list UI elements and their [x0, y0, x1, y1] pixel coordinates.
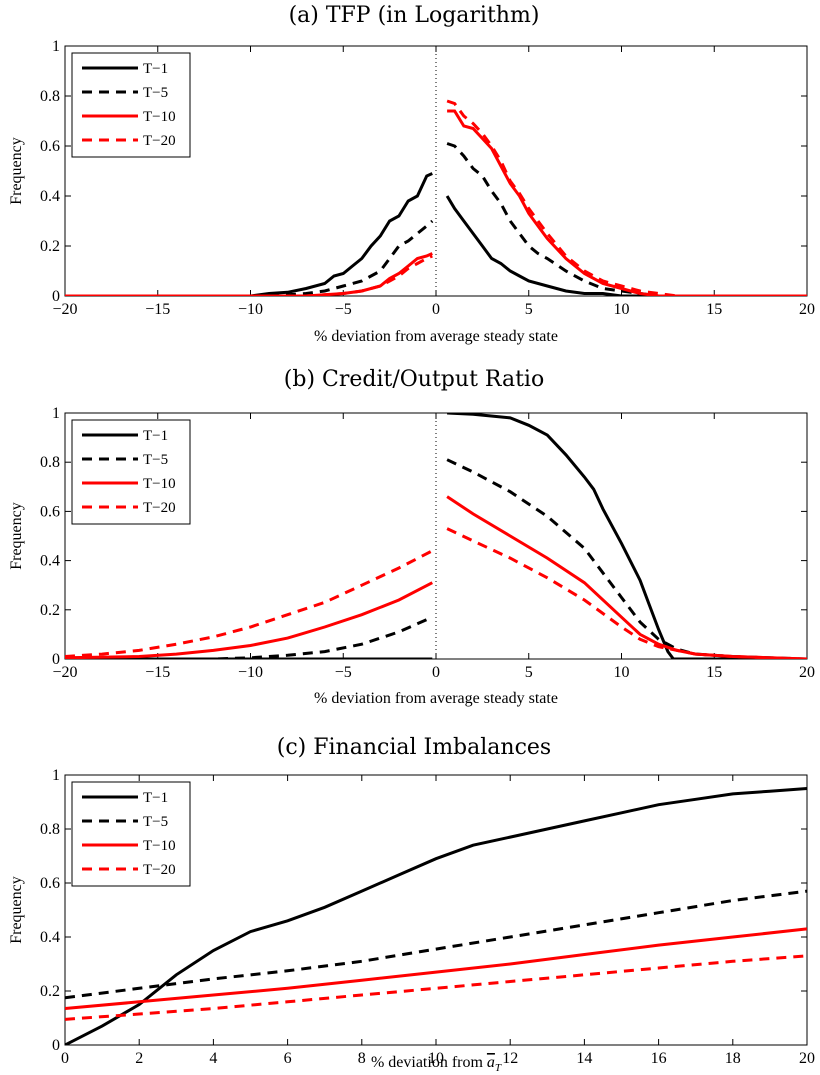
y-tick-label: 0.2 [40, 983, 60, 1000]
y-tick-label: 0.8 [40, 821, 60, 838]
x-axis-label-symbol: a [487, 1054, 495, 1071]
legend-label: T−20 [143, 862, 176, 878]
panel-tfp: (a) TFP (in Logarithm) 0 0.2 0.4 0.6 0.8 1 −20 −… [8, 3, 815, 345]
series-line-T5-seg0 [65, 615, 433, 659]
series-line-T1-seg0 [65, 172, 433, 296]
series-line-T1-seg1 [447, 413, 807, 659]
x-tick-label: 10 [614, 664, 630, 681]
y-tick-label: 0.4 [40, 553, 60, 570]
x-tick-label: −20 [52, 664, 77, 681]
x-tick-label: −10 [238, 664, 263, 681]
x-tick-label: 14 [576, 1050, 592, 1067]
x-tick-label: −20 [52, 301, 77, 318]
x-axis-label-text: % deviation from [371, 1054, 487, 1071]
series-line-T5-seg0 [65, 219, 434, 296]
x-tick-label: 0 [61, 1050, 69, 1067]
y-tick-label: 0.2 [40, 238, 60, 255]
y-tick-label: 0.8 [40, 454, 60, 471]
legend-label: T−5 [143, 814, 168, 830]
x-tick-label: 16 [651, 1050, 667, 1067]
y-tick-label: 0.6 [40, 138, 60, 155]
series-line-T20-seg1 [446, 99, 807, 296]
y-tick-label: 0 [52, 1037, 60, 1054]
x-tick-label: −5 [335, 664, 352, 681]
legend-label: T−5 [143, 452, 168, 468]
series-line-T20-seg0 [65, 549, 433, 658]
chart-title: (a) TFP (in Logarithm) [289, 3, 540, 28]
legend-label: T−10 [143, 476, 176, 492]
x-tick-label: 10 [614, 301, 630, 318]
legend-label: T−5 [143, 85, 168, 101]
x-axis-label: % deviation from average steady state [314, 328, 558, 345]
x-tick-label: 6 [284, 1050, 292, 1067]
panel-credit-output-ratio: (b) Credit/Output Ratio 0 0.2 0.4 0.6 0.8 1 −20… [8, 367, 815, 707]
legend-label: T−10 [143, 109, 176, 125]
y-tick-label: 0 [52, 288, 60, 305]
x-tick-label: 4 [209, 1050, 217, 1067]
legend-label: T−1 [143, 790, 168, 806]
series-line-T10-seg0 [65, 581, 433, 659]
x-tick-label: 18 [725, 1050, 741, 1067]
legend-label: T−10 [143, 838, 176, 854]
chart-title: (c) Financial Imbalances [277, 735, 551, 760]
series-line-T10-seg0 [65, 927, 807, 1010]
y-tick-label: 0.4 [40, 929, 60, 946]
series-line-T5-seg1 [446, 142, 807, 296]
x-tick-label: −10 [238, 301, 263, 318]
y-tick-label: 1 [52, 767, 60, 784]
legend-label: T−1 [143, 61, 168, 77]
series-line-T10-seg0 [65, 252, 433, 296]
series-line-T10-seg1 [446, 495, 807, 659]
series-line-T1-seg1 [445, 195, 807, 296]
x-tick-label: 8 [358, 1050, 366, 1067]
series-line-T1-seg0 [65, 787, 807, 1045]
x-tick-label: 5 [525, 301, 533, 318]
x-tick-label: −15 [145, 664, 170, 681]
x-axis-label-subscript: T [495, 1062, 502, 1074]
series-line-T20-seg0 [65, 254, 433, 296]
x-tick-label: 20 [799, 1050, 815, 1067]
x-tick-label: 2 [135, 1050, 143, 1067]
x-tick-label: 0 [432, 301, 440, 318]
x-axis-label: % deviation from average steady state [314, 690, 558, 707]
y-axis-label: Frequency [8, 137, 25, 205]
x-tick-label: 15 [706, 664, 722, 681]
y-tick-label: 0.6 [40, 503, 60, 520]
x-axis-label: % deviation from aT [371, 1054, 502, 1074]
y-tick-label: 1 [52, 405, 60, 422]
x-tick-label: −5 [335, 301, 352, 318]
x-tick-label: 0 [432, 664, 440, 681]
x-tick-label: −15 [145, 301, 170, 318]
series-line-T10-seg1 [447, 109, 807, 296]
x-tick-label: 20 [799, 301, 815, 318]
y-tick-label: 0.8 [40, 88, 60, 105]
series-line-T5-seg0 [65, 889, 807, 1000]
y-tick-label: 0.6 [40, 875, 60, 892]
y-tick-label: 0 [52, 651, 60, 668]
x-tick-label: 5 [525, 664, 533, 681]
x-tick-label: 15 [706, 301, 722, 318]
series-line-T20-seg0 [65, 954, 807, 1021]
y-tick-label: 0.2 [40, 602, 60, 619]
y-axis-label: Frequency [8, 502, 25, 570]
legend-label: T−20 [143, 133, 176, 149]
x-tick-label: 12 [502, 1050, 518, 1067]
legend-label: T−20 [143, 500, 176, 516]
x-tick-label: 20 [799, 664, 815, 681]
x-tick-label: 10 [428, 1050, 444, 1067]
y-axis-label: Frequency [8, 876, 25, 944]
chart-title: (b) Credit/Output Ratio [284, 367, 544, 392]
y-tick-label: 1 [52, 38, 60, 55]
legend-label: T−1 [143, 428, 168, 444]
series-line-T20-seg1 [446, 527, 807, 659]
y-tick-label: 0.4 [40, 188, 60, 205]
